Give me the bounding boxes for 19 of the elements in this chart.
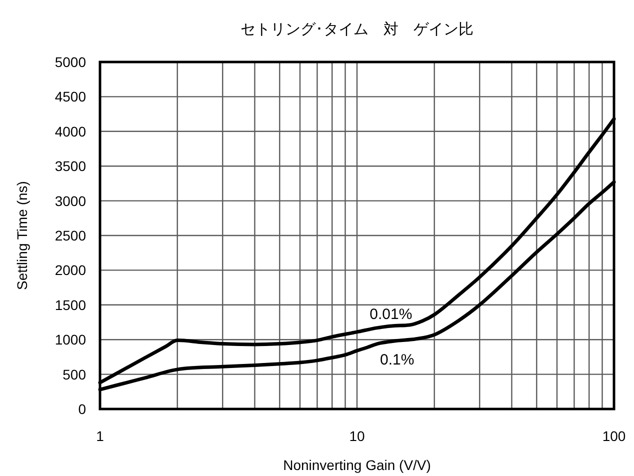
y-tick-label: 2500: [54, 228, 86, 244]
y-tick-label: 500: [62, 366, 86, 382]
y-tick-label: 1500: [54, 296, 86, 313]
y-tick-label: 4500: [54, 88, 86, 105]
y-tick-label: 5000: [54, 54, 86, 70]
x-tick-label: 100: [602, 428, 626, 444]
y-tick-label: 3000: [54, 192, 86, 209]
chart-title: セトリング･タイム 対 ゲイン比: [240, 21, 474, 38]
y-tick-label: 3500: [54, 158, 86, 174]
y-tick-label: 2000: [54, 262, 86, 278]
series-label: 0.01%: [370, 306, 412, 324]
y-tick-label: 0: [78, 401, 86, 417]
series-label: 0.1%: [380, 352, 414, 369]
x-tick-label: 10: [349, 428, 365, 444]
y-tick-label: 1000: [54, 332, 86, 348]
x-tick-label: 1: [96, 428, 104, 444]
x-axis-title: Noninverting Gain (V/V): [283, 457, 431, 473]
y-axis-title: Settling Time (ns): [14, 181, 30, 290]
y-tick-label: 4000: [54, 123, 86, 140]
